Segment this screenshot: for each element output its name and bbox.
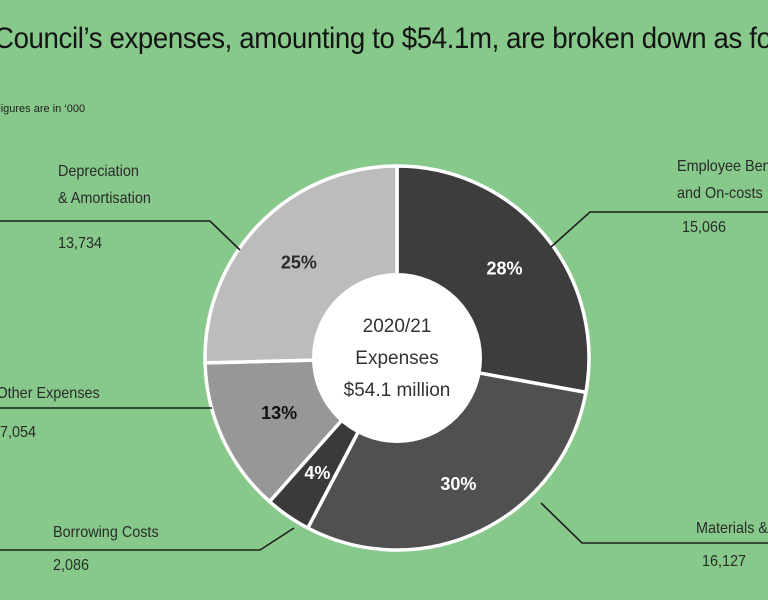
slice-label-other-expenses: Other Expenses <box>0 385 100 402</box>
slice-value-materials-contracts: 16,127 <box>702 553 747 570</box>
leader-line-depreciation-amortisation <box>0 220 241 251</box>
leader-line-materials-contracts <box>540 502 768 544</box>
slice-value-other-expenses: 7,054 <box>0 424 36 441</box>
slice-value-employee-benefits: 15,066 <box>682 219 727 236</box>
leader-line-employee-benefits <box>550 211 768 248</box>
center-label: 2020/21 Expenses $54.1 million <box>344 316 451 401</box>
chart-title: Council’s expenses, amounting to $54.1m,… <box>0 22 768 55</box>
leader-line-borrowing-costs <box>0 527 295 551</box>
percent-label-other-expenses: 13% <box>261 403 297 423</box>
center-label-line-3: $54.1 million <box>344 380 451 401</box>
center-label-line-1: 2020/21 <box>363 316 432 337</box>
slice-label-borrowing-costs: Borrowing Costs <box>53 524 159 541</box>
percent-label-borrowing-costs: 4% <box>304 463 330 483</box>
unit-note: Figures are in ‘000 <box>0 103 86 115</box>
percent-label-materials-contracts: 30% <box>440 474 476 494</box>
slice-label-depreciation-amortisation: Depreciation & Amortisation <box>58 163 151 207</box>
slice-label-materials-contracts: Materials & Contracts <box>696 520 768 537</box>
percent-label-depreciation-amortisation: 25% <box>281 252 317 272</box>
center-label-line-2: Expenses <box>355 348 438 369</box>
leader-lines <box>0 211 768 551</box>
percent-label-employee-benefits: 28% <box>486 258 522 278</box>
slice-value-depreciation-amortisation: 13,734 <box>58 235 103 252</box>
slice-label-employee-benefits: Employee Benefits and On-costs <box>677 158 768 202</box>
slice-value-borrowing-costs: 2,086 <box>53 557 90 574</box>
center-circle <box>312 273 482 443</box>
percent-labels: 28% 30% 4% 13% 25% <box>261 252 522 493</box>
